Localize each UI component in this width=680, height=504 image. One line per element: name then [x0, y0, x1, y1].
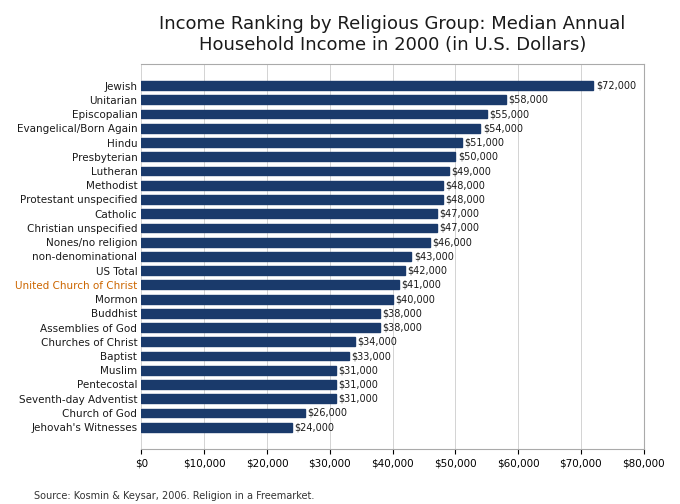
Bar — [141, 152, 456, 161]
Bar — [141, 266, 405, 275]
Bar — [141, 352, 349, 360]
Title: Income Ranking by Religious Group: Median Annual
Household Income in 2000 (in U.: Income Ranking by Religious Group: Media… — [159, 15, 626, 54]
Bar — [141, 224, 437, 232]
Bar — [141, 209, 437, 218]
Text: $54,000: $54,000 — [483, 123, 523, 134]
Text: $38,000: $38,000 — [383, 323, 422, 333]
Bar — [141, 195, 443, 204]
Text: $50,000: $50,000 — [458, 152, 498, 162]
Text: $47,000: $47,000 — [439, 209, 479, 219]
Bar — [141, 81, 594, 90]
Text: $34,000: $34,000 — [358, 337, 397, 347]
Bar — [141, 138, 462, 147]
Text: $49,000: $49,000 — [452, 166, 492, 176]
Text: $51,000: $51,000 — [464, 138, 504, 148]
Text: $24,000: $24,000 — [294, 422, 335, 432]
Bar — [141, 394, 336, 403]
Text: $31,000: $31,000 — [339, 380, 379, 390]
Bar — [141, 423, 292, 431]
Bar — [141, 309, 380, 318]
Text: $47,000: $47,000 — [439, 223, 479, 233]
Text: $31,000: $31,000 — [339, 394, 379, 404]
Bar — [141, 323, 380, 332]
Bar — [141, 238, 430, 246]
Text: $26,000: $26,000 — [307, 408, 347, 418]
Bar — [141, 280, 399, 289]
Bar — [141, 380, 336, 389]
Text: $72,000: $72,000 — [596, 81, 636, 91]
Bar — [141, 252, 411, 261]
Text: $31,000: $31,000 — [339, 365, 379, 375]
Bar — [141, 409, 305, 417]
Bar — [141, 295, 392, 303]
Text: $41,000: $41,000 — [401, 280, 441, 290]
Text: $33,000: $33,000 — [351, 351, 391, 361]
Text: $48,000: $48,000 — [445, 195, 485, 205]
Text: $55,000: $55,000 — [489, 109, 529, 119]
Text: $40,000: $40,000 — [395, 294, 435, 304]
Bar — [141, 124, 481, 133]
Text: $42,000: $42,000 — [407, 266, 447, 276]
Text: $38,000: $38,000 — [383, 308, 422, 319]
Bar — [141, 95, 505, 104]
Bar — [141, 110, 487, 118]
Text: Source: Kosmin & Keysar, 2006. Religion in a Freemarket.: Source: Kosmin & Keysar, 2006. Religion … — [34, 491, 314, 501]
Bar — [141, 181, 443, 190]
Text: $58,000: $58,000 — [508, 95, 548, 105]
Bar — [141, 366, 336, 374]
Text: $46,000: $46,000 — [432, 237, 473, 247]
Text: $48,000: $48,000 — [445, 180, 485, 190]
Text: $43,000: $43,000 — [414, 251, 454, 262]
Bar — [141, 167, 449, 175]
Bar — [141, 337, 355, 346]
